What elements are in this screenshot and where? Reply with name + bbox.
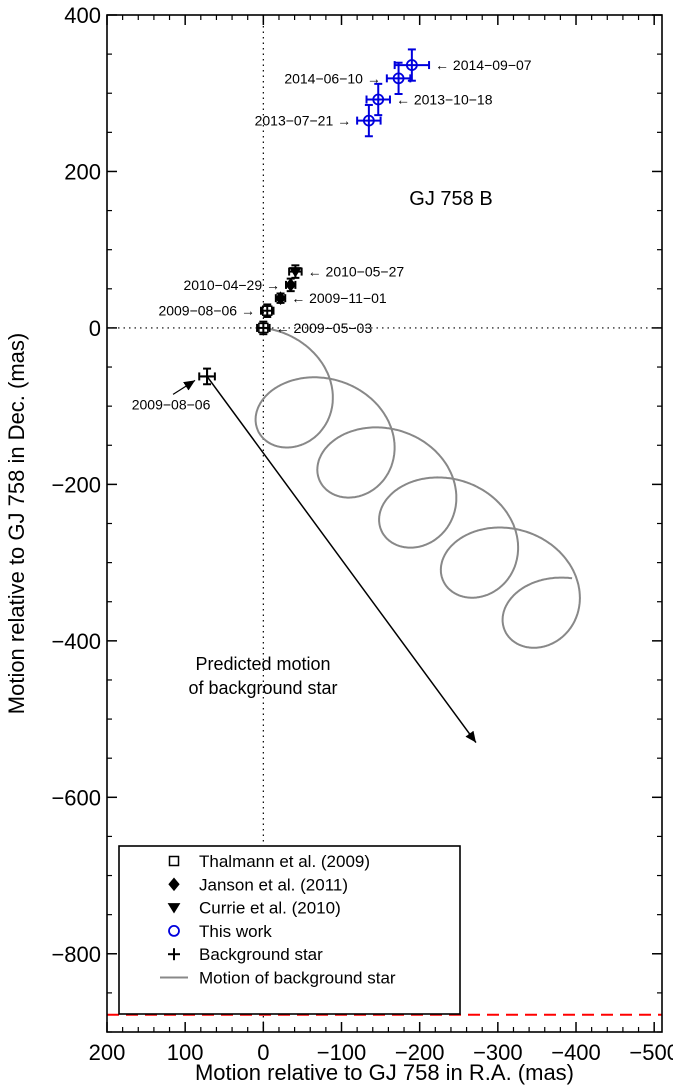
point-marker [274, 291, 287, 305]
date-arrow [172, 379, 196, 395]
date-label: 2010−04−29 → [183, 277, 280, 293]
data-point [385, 61, 412, 96]
y-tick-label: 0 [89, 316, 101, 341]
x-tick-label: −100 [317, 1040, 367, 1065]
legend-label: Background star [199, 945, 323, 964]
point-marker [285, 278, 297, 292]
prediction-label: of background star [188, 678, 337, 698]
x-tick-label: −500 [629, 1040, 673, 1065]
data-point [288, 264, 303, 279]
data-points [198, 48, 431, 386]
legend-label: Motion of background star [199, 969, 396, 988]
data-point [259, 303, 275, 318]
legend-marker [168, 877, 180, 892]
legend-label: Thalmann et al. (2009) [199, 852, 370, 871]
x-tick-label: 100 [167, 1040, 204, 1065]
legend-marker [168, 855, 180, 867]
legend-marker [168, 948, 180, 961]
predicted-motion-arrow [206, 375, 477, 743]
date-label: 2014−06−10 → [284, 70, 381, 86]
legend-box [118, 845, 461, 1015]
legend-label: Currie et al. (2010) [199, 899, 341, 918]
legend-entry: Janson et al. (2011) [168, 875, 348, 894]
legend-entry: This work [168, 922, 272, 941]
legend-entry: Motion of background star [160, 969, 396, 988]
legend-entry: Background star [168, 945, 323, 964]
data-point [256, 320, 271, 336]
date-label: 2013−07−21 → [255, 113, 352, 129]
legend: Thalmann et al. (2009) Janson et al. (201… [118, 845, 461, 1015]
y-axis-title: Motion relative to GJ 758 in Dec. (mas) [4, 333, 29, 714]
y-tick-label: −400 [51, 629, 101, 654]
background-motion-track [254, 326, 581, 649]
date-label: ← 2009−11−01 [291, 290, 387, 306]
legend-marker [167, 903, 181, 914]
legend-label: Janson et al. (2011) [199, 875, 348, 894]
date-label: 2009−08−06 → [158, 303, 255, 319]
legend-entry: Thalmann et al. (2009) [168, 852, 370, 871]
point-marker [362, 114, 375, 127]
data-point [274, 291, 287, 305]
motion-track-grey [254, 326, 581, 649]
date-label: ← 2010−05−27 [308, 264, 405, 280]
x-tick-label: 0 [257, 1040, 269, 1065]
prediction-label: Predicted motion [195, 654, 330, 674]
point-marker [392, 72, 405, 85]
object-label: GJ 758 B [409, 188, 492, 210]
x-axis-title: Motion relative to GJ 758 in R.A. (mas) [195, 1060, 574, 1085]
date-label: ← 2014−09−07 [435, 57, 532, 73]
x-tick-label: −300 [473, 1040, 523, 1065]
date-label: 2009−08−06 [132, 396, 211, 412]
x-tick-label: −400 [551, 1040, 601, 1065]
legend-label: This work [199, 922, 272, 941]
y-tick-label: 400 [64, 3, 101, 28]
legend-marker [168, 925, 180, 937]
point-marker [372, 93, 385, 106]
x-tick-label: −200 [395, 1040, 445, 1065]
point-marker [405, 59, 418, 71]
y-tick-label: −600 [51, 785, 101, 810]
date-label: ← 2009−05−03 [276, 320, 373, 336]
point-marker [258, 322, 269, 334]
date-label: ← 2013−10−18 [396, 91, 493, 107]
data-point [356, 103, 382, 138]
y-tick-label: −200 [51, 472, 101, 497]
y-tick-label: 200 [64, 159, 101, 184]
data-point [393, 48, 431, 82]
point-marker [288, 267, 302, 278]
y-tick-label: −800 [51, 942, 101, 967]
annotations: ← 2009−05−03 2009−08−06 → ← 2009−11−01 2010… [132, 57, 532, 743]
x-tick-label: 200 [89, 1040, 126, 1065]
point-marker [261, 305, 273, 316]
legend-entry: Currie et al. (2010) [167, 899, 341, 918]
axes: 200 100 0 −100 −200 −300 −400 −500 400 200 0 −200 −4… [4, 3, 673, 1085]
data-point [365, 82, 391, 117]
